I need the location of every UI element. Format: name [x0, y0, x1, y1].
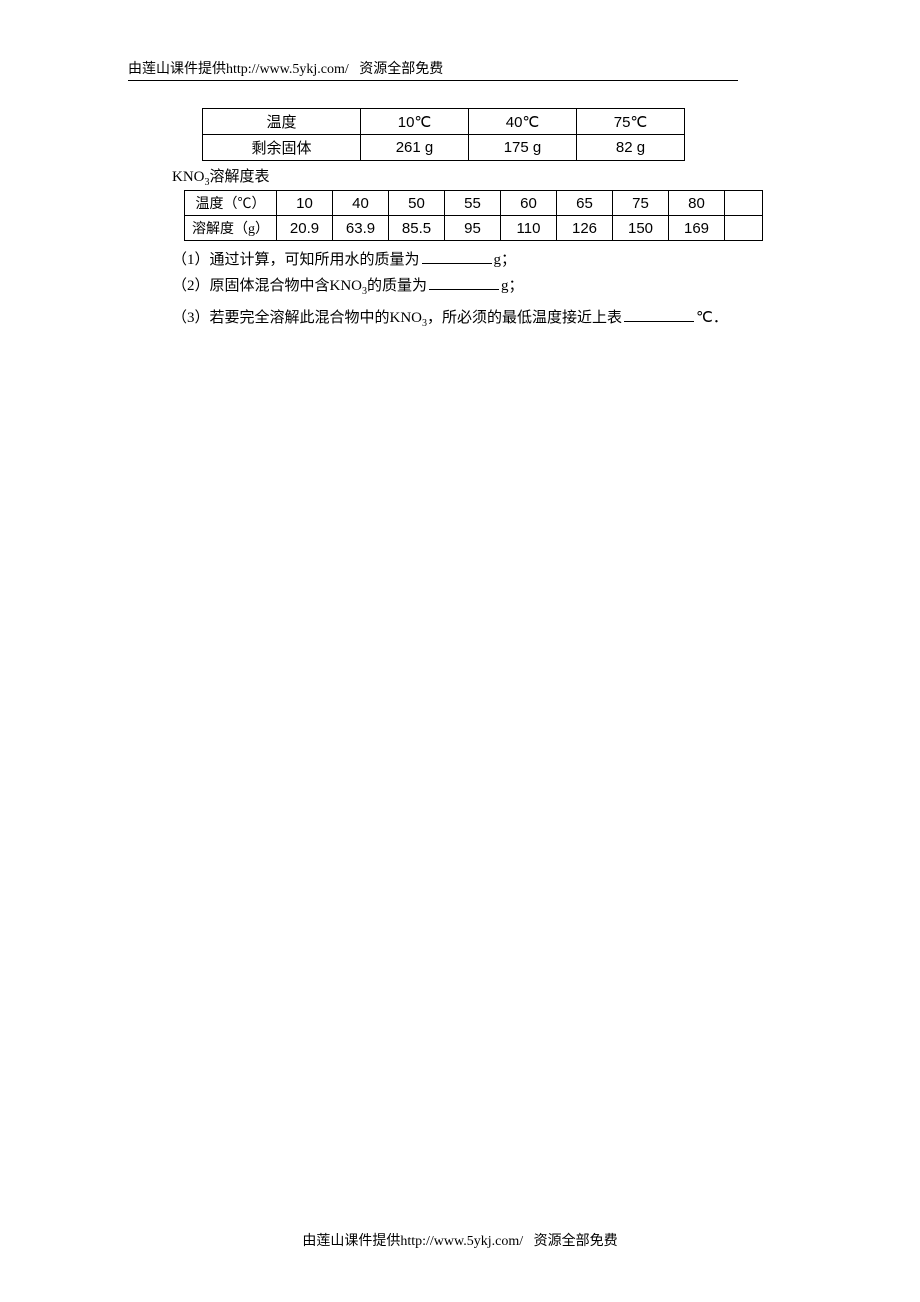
cell-solid-1: 261 g	[361, 135, 469, 161]
q2-mid: 的质量为	[367, 278, 427, 294]
table-row: 温度 10℃ 40℃ 75℃	[203, 109, 685, 135]
cell: 60	[501, 191, 557, 216]
cell: 20.9	[277, 216, 333, 241]
header-prefix: 由莲山课件提供	[128, 62, 226, 77]
cell: 169	[669, 216, 725, 241]
kno3-pre: KNO	[172, 169, 205, 185]
q3-pre: （3）若要完全溶解此混合物中的	[172, 310, 390, 326]
cell-solid-2: 175 g	[469, 135, 577, 161]
caption-post: 溶解度表	[210, 169, 270, 185]
blank-input[interactable]	[422, 248, 492, 264]
cell-empty	[725, 216, 763, 241]
solubility-caption: KNO3溶解度表	[172, 165, 788, 188]
q3-mid: ，所必须的最低温度接近上表	[427, 310, 622, 326]
q1-pre: （1）通过计算，可知所用水的质量为	[172, 252, 420, 268]
cell-temp-header: 温度（℃）	[185, 191, 277, 216]
cell: 126	[557, 216, 613, 241]
cell-temp-label: 温度	[203, 109, 361, 135]
temperature-solid-table: 温度 10℃ 40℃ 75℃ 剩余固体 261 g 175 g 82 g	[202, 108, 685, 161]
cell-sol-header: 溶解度（g）	[185, 216, 277, 241]
cell-empty	[725, 191, 763, 216]
question-3: （3）若要完全溶解此混合物中的KNO3，所必须的最低温度接近上表℃．	[172, 305, 788, 337]
page-header: 由莲山课件提供http://www.5ykj.com/ 资源全部免费	[128, 58, 738, 81]
cell: 75	[613, 191, 669, 216]
cell-temp-2: 40℃	[469, 109, 577, 135]
cell: 95	[445, 216, 501, 241]
footer-url: http://www.5ykj.com/	[400, 1234, 523, 1249]
question-2: （2）原固体混合物中含KNO3的质量为g；	[172, 273, 788, 305]
header-suffix: 资源全部免费	[359, 62, 443, 77]
cell: 110	[501, 216, 557, 241]
cell: 150	[613, 216, 669, 241]
cell-solid-3: 82 g	[577, 135, 685, 161]
cell: 80	[669, 191, 725, 216]
blank-input[interactable]	[429, 274, 499, 290]
content-area: 温度 10℃ 40℃ 75℃ 剩余固体 261 g 175 g 82 g KNO…	[128, 108, 788, 337]
kno3-pre: KNO	[390, 310, 423, 326]
kno3-pre: KNO	[330, 278, 363, 294]
q2-pre: （2）原固体混合物中含	[172, 278, 330, 294]
footer-prefix: 由莲山课件提供	[302, 1234, 400, 1249]
cell: 50	[389, 191, 445, 216]
cell: 10	[277, 191, 333, 216]
cell-solid-label: 剩余固体	[203, 135, 361, 161]
q3-post: ℃．	[696, 310, 728, 326]
cell: 63.9	[333, 216, 389, 241]
table-row: 溶解度（g） 20.9 63.9 85.5 95 110 126 150 169	[185, 216, 763, 241]
q1-post: g；	[494, 252, 517, 268]
question-1: （1）通过计算，可知所用水的质量为 g；	[172, 247, 788, 273]
cell-temp-3: 75℃	[577, 109, 685, 135]
cell: 55	[445, 191, 501, 216]
cell: 40	[333, 191, 389, 216]
q2-post: g；	[501, 278, 524, 294]
blank-input[interactable]	[624, 306, 694, 322]
page-footer: 由莲山课件提供http://www.5ykj.com/ 资源全部免费	[0, 1230, 920, 1250]
footer-suffix: 资源全部免费	[534, 1234, 618, 1249]
cell-temp-1: 10℃	[361, 109, 469, 135]
header-url: http://www.5ykj.com/	[226, 62, 349, 77]
solubility-table: 温度（℃） 10 40 50 55 60 65 75 80 溶解度（g） 20.…	[184, 190, 763, 241]
table-row: 剩余固体 261 g 175 g 82 g	[203, 135, 685, 161]
cell: 85.5	[389, 216, 445, 241]
table-row: 温度（℃） 10 40 50 55 60 65 75 80	[185, 191, 763, 216]
cell: 65	[557, 191, 613, 216]
